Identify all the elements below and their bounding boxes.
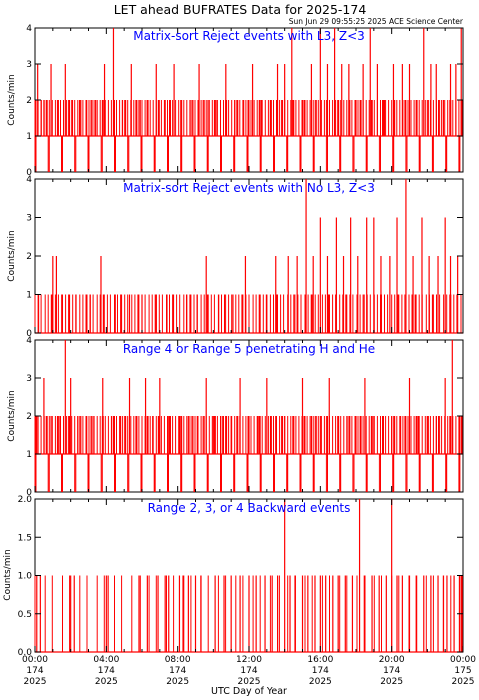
panel-1: 0 1 2 3 4 Matrix-sort Reject events with L3,… <box>7 24 464 178</box>
x-tick-label: 174 <box>240 666 257 676</box>
y-tick-label: 1 <box>26 291 32 301</box>
panel-3-ylabel: Counts/min <box>7 390 17 441</box>
y-tick-label: 4 <box>26 336 32 346</box>
y-tick-label: 3 <box>26 214 32 224</box>
y-tick-label: 4 <box>26 175 32 185</box>
y-tick-label: 1 <box>26 132 32 142</box>
panel-2-title: Matrix-sort Reject events with No L3, Z<… <box>123 181 375 195</box>
panel-4-title: Range 2, 3, or 4 Backward events <box>148 501 351 515</box>
x-tick-label: 174 <box>98 666 115 676</box>
x-tick-labels: 00:00174202504:00174202508:00174202512:0… <box>22 655 476 687</box>
x-tick-label: 174 <box>26 666 43 676</box>
y-tick-label: 2 <box>26 252 32 262</box>
panel-1-ylabel: Counts/min <box>7 74 17 125</box>
x-tick-label: 2025 <box>95 677 118 687</box>
x-tick-label: 12:00 <box>236 655 262 665</box>
panel-3: 0 1 2 3 4 Range 4 or Range 5 penetrating H a… <box>7 336 464 498</box>
timestamp: Sun Jun 29 09:55:25 2025 ACE Science Cen… <box>289 17 464 26</box>
y-tick-label: 0 <box>26 168 32 178</box>
x-tick-label: 2025 <box>309 677 332 687</box>
panel-4-series <box>34 499 463 653</box>
x-tick-label: 175 <box>454 666 471 676</box>
y-tick-label: 1.5 <box>18 533 32 543</box>
y-tick-label: 2.0 <box>18 495 33 505</box>
panel-4: 0.0 0.5 1.0 1.5 2.0 Range 2, 3, or 4 Backwar… <box>3 495 464 658</box>
y-tick-label: 0 <box>26 329 32 339</box>
panel-2-ylabel: Counts/min <box>7 230 17 281</box>
y-tick-label: 1.0 <box>18 572 33 582</box>
x-tick-label: 2025 <box>238 677 261 687</box>
panel-4-ylabel: Counts/min <box>3 549 13 600</box>
x-tick-label: 2025 <box>166 677 189 687</box>
y-tick-label: 2 <box>26 96 32 106</box>
panel-1-series <box>34 28 463 172</box>
x-tick-label: 20:00 <box>379 655 405 665</box>
y-tick-label: 4 <box>26 24 32 34</box>
y-tick-label: 3 <box>26 374 32 384</box>
panel-1-axes: 0 1 2 3 4 <box>26 24 464 178</box>
figure-title: LET ahead BUFRATES Data for 2025-174 <box>114 2 367 17</box>
y-tick-label: 0.5 <box>18 610 32 620</box>
y-tick-label: 0 <box>26 488 32 498</box>
y-tick-label: 0.0 <box>18 648 33 658</box>
x-tick-label: 00:00 <box>22 655 48 665</box>
series-texture <box>34 416 463 492</box>
x-tick-label: 08:00 <box>165 655 191 665</box>
x-tick-label: 174 <box>312 666 329 676</box>
x-tick-label: 2025 <box>452 677 475 687</box>
y-tick-label: 3 <box>26 60 32 70</box>
x-tick-label: 00:00 <box>450 655 476 665</box>
panel-4-axes: 0.0 0.5 1.0 1.5 2.0 <box>18 495 464 658</box>
x-tick-label: 174 <box>383 666 400 676</box>
x-tick-label: 2025 <box>380 677 403 687</box>
panel-3-series <box>34 340 463 492</box>
panel-2: 0 1 2 3 4 Matrix-sort Reject events with No … <box>7 175 464 339</box>
y-tick-label: 2 <box>26 412 32 422</box>
panel-2-axes: 0 1 2 3 4 <box>26 175 464 339</box>
x-axis-label: UTC Day of Year <box>211 686 287 697</box>
x-tick-label: 04:00 <box>93 655 119 665</box>
panel-3-title: Range 4 or Range 5 penetrating H and He <box>123 342 375 356</box>
x-tick-label: 16:00 <box>307 655 333 665</box>
x-tick-label: 2025 <box>24 677 47 687</box>
panel-1-title: Matrix-sort Reject events with L3, Z<3 <box>133 29 365 43</box>
panel-3-axes: 0 1 2 3 4 <box>26 336 464 498</box>
y-tick-label: 1 <box>26 450 32 460</box>
x-tick-label: 174 <box>169 666 186 676</box>
panel-2-series <box>34 179 463 334</box>
